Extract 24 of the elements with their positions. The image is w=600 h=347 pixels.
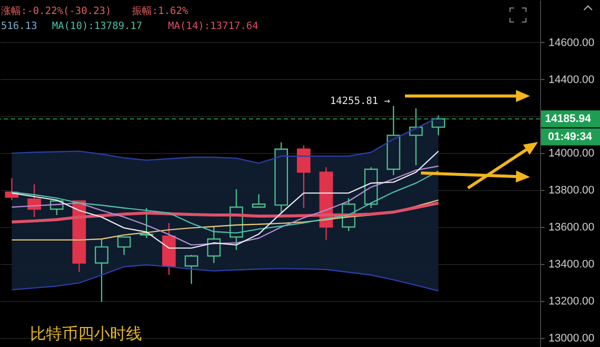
y-tick-label: 14600.00 [548,36,594,49]
y-tick-label: 13200.00 [548,295,594,308]
y-tick-label: 13400.00 [548,258,594,270]
line-series [10,202,440,224]
annotation: 振幅:1.62% [132,5,188,18]
candlestick [252,194,266,208]
y-tick-label: 13800.00 [548,184,594,197]
candlestick [184,254,198,284]
annotation: 14255.81 → [330,96,390,107]
y-tick-label: 14400.00 [548,74,594,86]
candlestick [117,236,131,256]
text: 01:49:34 [548,130,593,143]
y-tick-label: 14000.00 [548,148,594,160]
y-tick-label: 13600.00 [548,222,594,234]
candlestick [207,226,221,264]
annotation: 516.13 [1,21,38,32]
annotation: 涨幅:-0.22%(-30.23) [1,4,112,18]
annotation: MA(14):13717.64 [168,21,258,32]
text: 比特币四小时线 [30,324,142,345]
y-tick-label: 13000.00 [548,332,594,344]
ref-line-label: 14185.94 [545,112,592,125]
line-series [11,264,439,292]
candlestick [296,144,310,209]
annotation: MA(10):13789.17 [52,21,142,32]
